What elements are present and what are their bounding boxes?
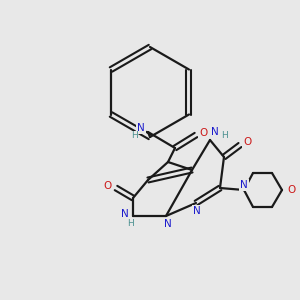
Text: O: O xyxy=(199,128,207,138)
Text: N: N xyxy=(164,219,172,229)
Text: N: N xyxy=(211,127,219,137)
Text: H: H xyxy=(130,131,137,140)
Text: N: N xyxy=(137,123,145,133)
Text: O: O xyxy=(243,137,251,147)
Text: H: H xyxy=(128,220,134,229)
Text: N: N xyxy=(193,206,201,216)
Text: H: H xyxy=(222,131,228,140)
Text: O: O xyxy=(103,181,111,191)
Text: O: O xyxy=(287,185,295,195)
Text: N: N xyxy=(240,180,248,190)
Text: N: N xyxy=(121,209,129,219)
